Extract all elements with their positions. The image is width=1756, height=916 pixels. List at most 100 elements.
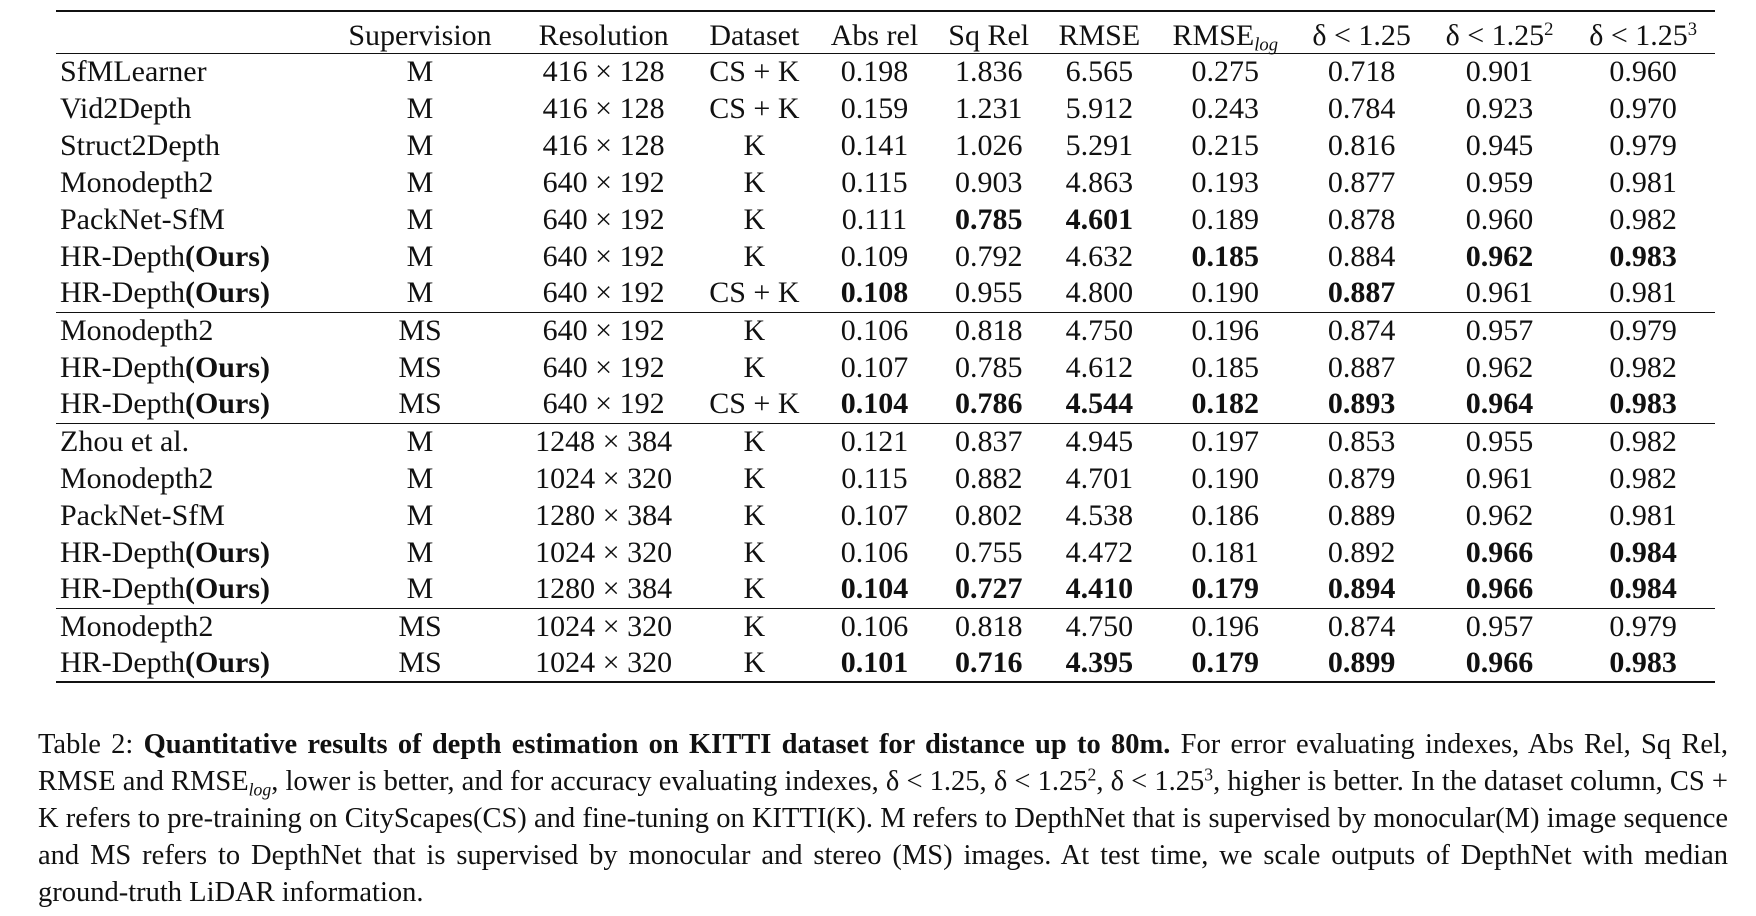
cell-value: 0.718 xyxy=(1327,54,1396,88)
cell-d3: 0.981 xyxy=(1571,275,1715,312)
cell-d2: 0.964 xyxy=(1428,386,1572,423)
cell-value: 4.544 xyxy=(1065,387,1134,421)
caption-label: Table 2: xyxy=(38,729,134,760)
cell-sq_rel: 0.903 xyxy=(934,164,1044,201)
cell-value: 0.185 xyxy=(1191,239,1260,273)
cell-method: Monodepth2 xyxy=(56,460,326,497)
cell-resolution: 416 × 128 xyxy=(514,53,694,90)
cell-rmse: 4.395 xyxy=(1043,645,1155,683)
cell-value: K xyxy=(743,350,766,384)
cell-value: 0.196 xyxy=(1191,313,1260,347)
method-name: HR-Depth xyxy=(60,276,185,310)
cell-value: M xyxy=(406,498,434,532)
cell-value: 1248 × 384 xyxy=(535,424,673,458)
column-header-rmse_log: RMSElog xyxy=(1154,10,1296,54)
cell-d2: 0.966 xyxy=(1427,645,1572,683)
cell-value: 0.243 xyxy=(1191,91,1260,125)
cell-value: 0.962 xyxy=(1465,498,1534,532)
cell-value: 416 × 128 xyxy=(542,128,665,162)
cell-supervision: M xyxy=(326,571,514,608)
cell-value: 0.818 xyxy=(954,313,1023,347)
cell-value: 0.786 xyxy=(954,387,1023,421)
cell-value: MS xyxy=(398,646,442,679)
cell-resolution: 1024 × 320 xyxy=(513,607,694,645)
cell-d1: 0.884 xyxy=(1296,238,1428,275)
cell-d2: 0.961 xyxy=(1428,460,1572,497)
cell-rmse: 4.612 xyxy=(1044,349,1155,386)
cell-value: K xyxy=(743,202,766,236)
cell-value: 0.179 xyxy=(1191,646,1260,679)
cell-sq_rel: 0.785 xyxy=(934,201,1044,238)
cell-value: M xyxy=(406,424,434,458)
cell-value: 0.141 xyxy=(840,128,909,162)
cell-d2: 0.959 xyxy=(1428,164,1572,201)
cell-d3: 0.983 xyxy=(1571,645,1715,683)
ours-tag: (Ours) xyxy=(184,572,270,606)
column-header-label: Dataset xyxy=(709,18,800,52)
cell-dataset: K xyxy=(693,349,815,386)
cell-d3: 0.984 xyxy=(1571,571,1715,608)
cell-value: 4.863 xyxy=(1065,165,1134,199)
cell-d2: 0.966 xyxy=(1428,571,1572,608)
cell-value: 0.115 xyxy=(841,165,908,199)
method-name: Struct2Depth xyxy=(60,128,220,162)
cell-value: 0.889 xyxy=(1327,498,1396,532)
table-row: HR-Depth(Ours) MS 640 × 192 K 0.107 0.785 4.61… xyxy=(56,349,1715,386)
cell-supervision: M xyxy=(326,164,514,201)
cell-value: K xyxy=(743,498,766,532)
cell-value: 0.716 xyxy=(954,646,1023,679)
cell-rmse_log: 0.181 xyxy=(1155,534,1296,571)
cell-abs_rel: 0.101 xyxy=(815,645,934,683)
cell-supervision: M xyxy=(326,497,514,534)
cell-value: 0.215 xyxy=(1191,128,1260,162)
cell-d1: 0.889 xyxy=(1296,497,1428,534)
caption-bold-title: Quantitative results of depth estimation… xyxy=(143,729,1171,760)
cell-value: 0.107 xyxy=(840,498,909,532)
cell-d3: 0.979 xyxy=(1571,607,1715,645)
cell-value: M xyxy=(406,165,434,199)
cell-value: 4.395 xyxy=(1065,646,1134,679)
column-header-label: Sq Rel xyxy=(948,18,1030,52)
cell-value: M xyxy=(406,572,434,606)
column-header-label: δ < 1.25 xyxy=(1445,18,1545,52)
cell-value: 0.189 xyxy=(1191,202,1260,236)
table-header: Supervision Resolution Dataset Abs rel Sq Re… xyxy=(56,10,1715,54)
cell-d3: 0.984 xyxy=(1571,534,1715,571)
cell-value: 0.755 xyxy=(954,535,1023,569)
cell-d1: 0.894 xyxy=(1296,571,1428,608)
cell-rmse: 4.601 xyxy=(1044,201,1155,238)
method-name: Monodepth2 xyxy=(60,313,214,347)
cell-value: K xyxy=(743,535,766,569)
cell-value: 0.111 xyxy=(841,202,908,236)
cell-value: 0.198 xyxy=(840,54,909,88)
cell-value: 640 × 192 xyxy=(542,276,665,310)
cell-value: 0.109 xyxy=(840,239,909,273)
cell-value: 640 × 192 xyxy=(542,387,665,421)
cell-value: K xyxy=(743,461,766,495)
cell-value: 0.785 xyxy=(954,350,1023,384)
cell-rmse: 4.544 xyxy=(1044,386,1155,423)
cell-value: 0.106 xyxy=(840,535,909,569)
cell-value: 4.410 xyxy=(1065,572,1134,606)
cell-sq_rel: 1.836 xyxy=(934,53,1044,90)
table-row: Struct2Depth M 416 × 128 K 0.141 1.026 5.291 0.… xyxy=(56,127,1715,164)
cell-dataset: K xyxy=(693,164,815,201)
cell-resolution: 640 × 192 xyxy=(513,311,694,349)
cell-value: 0.982 xyxy=(1609,350,1677,384)
cell-dataset: CS + K xyxy=(693,90,815,127)
cell-d1: 0.892 xyxy=(1296,534,1428,571)
caption-delta-3: , δ < 1.25 xyxy=(1096,766,1205,797)
cell-d2: 0.957 xyxy=(1427,311,1572,349)
cell-value: CS + K xyxy=(709,276,800,310)
cell-value: 0.981 xyxy=(1609,276,1677,310)
column-header-method xyxy=(56,10,327,54)
column-header-resolution: Resolution xyxy=(513,10,694,54)
cell-d3: 0.982 xyxy=(1571,349,1715,386)
cell-d3: 0.981 xyxy=(1571,164,1715,201)
cell-d1: 0.893 xyxy=(1296,386,1428,423)
cell-abs_rel: 0.159 xyxy=(815,90,933,127)
cell-resolution: 640 × 192 xyxy=(514,238,694,275)
cell-value: 640 × 192 xyxy=(542,239,665,273)
cell-value: 1024 × 320 xyxy=(535,609,673,643)
cell-d1: 0.887 xyxy=(1296,275,1428,312)
